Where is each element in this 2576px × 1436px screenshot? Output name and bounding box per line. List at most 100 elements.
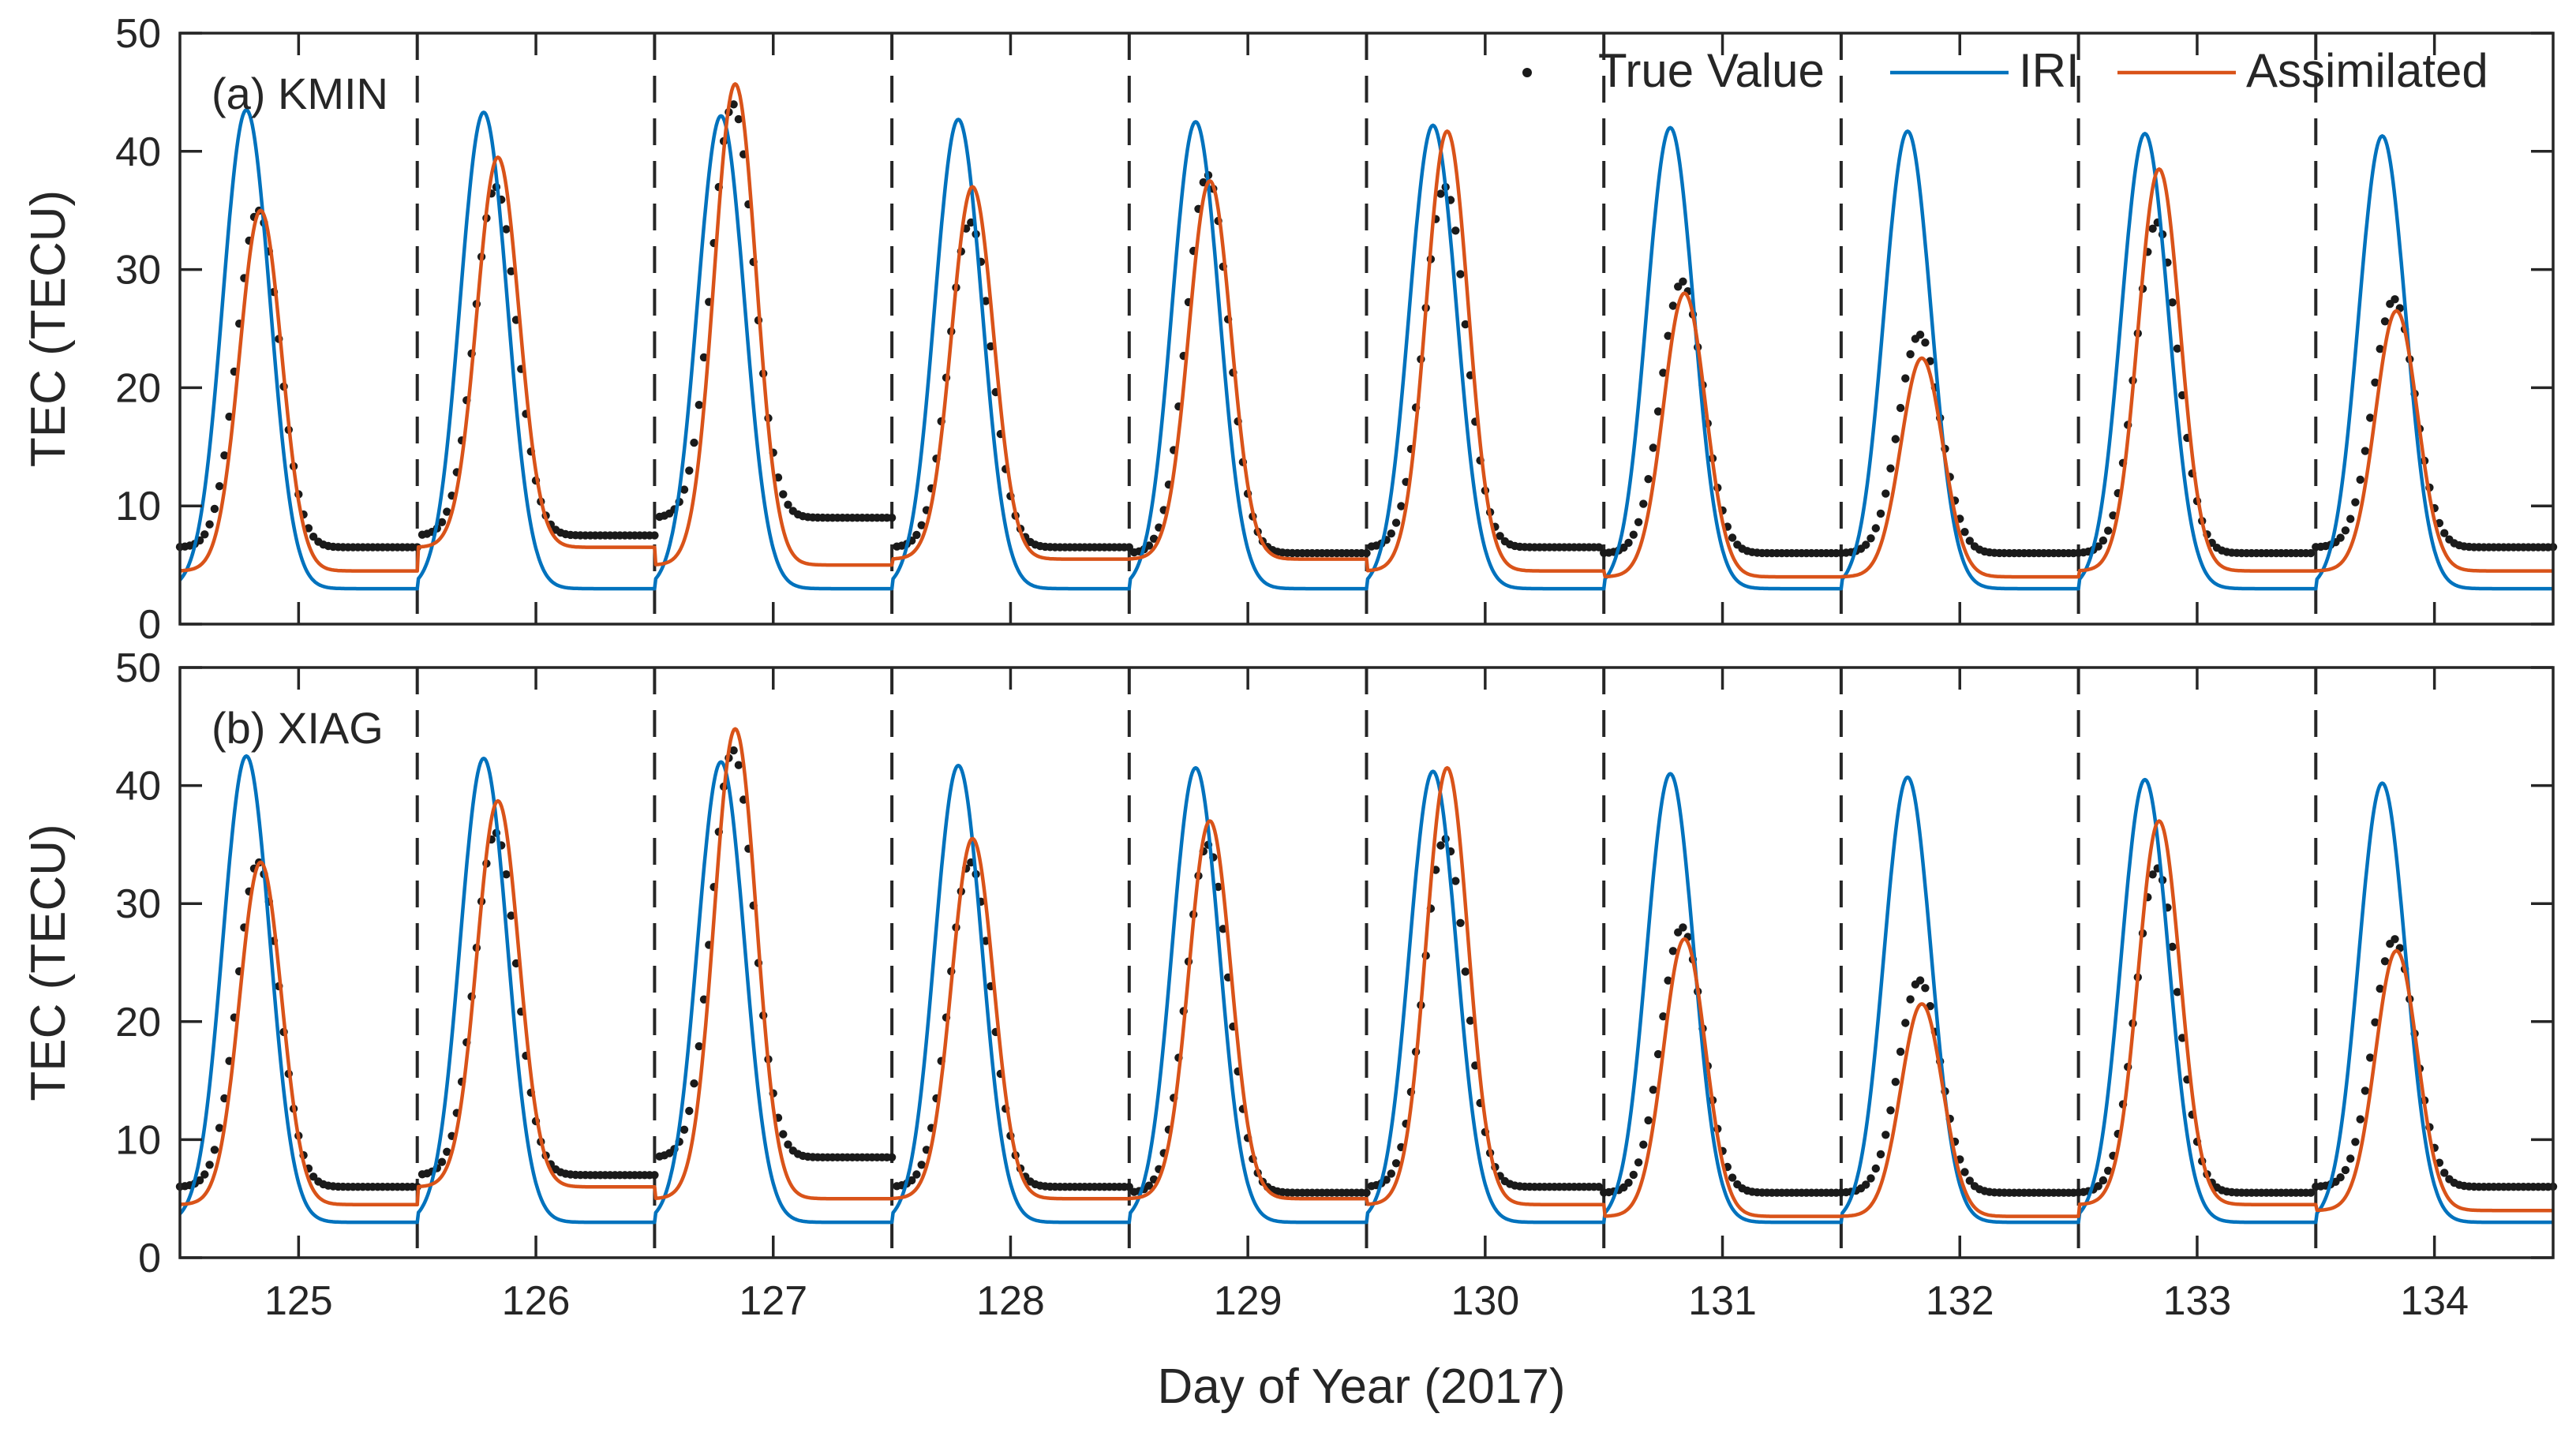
true-value-point bbox=[1144, 541, 1154, 550]
true-value-point bbox=[2440, 1169, 2449, 1177]
true-value-point bbox=[1634, 1158, 1643, 1167]
true-value-point bbox=[981, 297, 990, 305]
x-tick-label: 134 bbox=[2400, 1278, 2469, 1324]
true-value-point bbox=[917, 1161, 926, 1169]
axes-frame bbox=[178, 666, 2555, 1259]
true-value-point bbox=[1862, 1180, 1870, 1189]
true-value-point bbox=[887, 1153, 897, 1162]
true-value-point bbox=[695, 401, 703, 409]
true-value-point bbox=[779, 490, 788, 499]
panel-2: 0 10 20 30 40 50 125 126 127 128 129 130 131 132 133 13… bbox=[21, 645, 2558, 1324]
true-value-point bbox=[2361, 447, 2370, 455]
true-value-point bbox=[2099, 1176, 2108, 1185]
true-value-point bbox=[1886, 464, 1895, 473]
true-value-point bbox=[1679, 277, 1687, 286]
x-tick-label: 132 bbox=[1926, 1278, 1994, 1324]
true-value-point bbox=[695, 1041, 703, 1051]
y-tick-label: 20 bbox=[115, 1000, 161, 1045]
true-value-point bbox=[1866, 534, 1875, 543]
true-value-point bbox=[1891, 435, 1900, 443]
true-value-point bbox=[2440, 529, 2449, 537]
true-value-point bbox=[1653, 1049, 1663, 1059]
true-value-point bbox=[1886, 1106, 1895, 1115]
true-value-point bbox=[2168, 942, 2177, 952]
true-value-point bbox=[443, 1147, 451, 1157]
y-tick-label: 40 bbox=[115, 764, 161, 810]
true-value-point bbox=[1965, 1176, 1974, 1185]
true-value-point bbox=[1866, 1174, 1875, 1183]
true-value-point bbox=[1862, 540, 1870, 549]
true-value-point bbox=[1387, 529, 1396, 538]
panel-1: 0 10 20 30 40 50 TEC (TECU) (a) KMIN True Value I… bbox=[21, 11, 2558, 648]
true-value-point bbox=[2391, 935, 2399, 944]
true-value-point bbox=[1466, 1016, 1475, 1025]
true-value-point bbox=[1149, 534, 1159, 543]
true-value-point bbox=[2173, 988, 2182, 997]
x-tick-label: 129 bbox=[1214, 1278, 1282, 1324]
series-line-iri bbox=[178, 754, 2554, 1225]
true-value-point bbox=[2336, 1173, 2345, 1182]
true-value-point bbox=[1639, 1140, 1648, 1149]
x-tick-label: 125 bbox=[264, 1278, 333, 1324]
true-value-point bbox=[507, 911, 515, 920]
true-value-point bbox=[1362, 548, 1371, 558]
true-value-point bbox=[2148, 870, 2157, 879]
true-value-point bbox=[200, 530, 209, 539]
true-value-point bbox=[304, 524, 313, 533]
true-value-point bbox=[690, 1079, 698, 1088]
true-value-point bbox=[1461, 320, 1470, 329]
true-value-point bbox=[2371, 378, 2379, 387]
true-value-point bbox=[1664, 331, 1672, 340]
y-tick-label: 0 bbox=[138, 1236, 161, 1281]
axes-frame bbox=[178, 32, 2555, 626]
true-value-point bbox=[2341, 526, 2350, 535]
true-value-point bbox=[195, 1176, 204, 1185]
legend-label-iri: IRI bbox=[2019, 44, 2080, 97]
true-value-point bbox=[220, 451, 229, 460]
true-value-point bbox=[502, 225, 511, 234]
y-tick-label: 40 bbox=[115, 129, 161, 175]
true-value-point bbox=[215, 482, 224, 491]
true-value-point bbox=[1664, 976, 1672, 985]
true-value-point bbox=[1629, 1170, 1638, 1180]
true-value-point bbox=[734, 761, 743, 769]
true-value-point bbox=[2361, 1086, 2370, 1095]
true-value-point bbox=[1362, 1188, 1371, 1197]
true-value-point bbox=[779, 1130, 788, 1139]
true-value-point bbox=[2099, 536, 2108, 545]
true-value-point bbox=[1926, 1002, 1934, 1011]
true-value-point bbox=[2104, 1166, 2113, 1176]
panels: 0 10 20 30 40 50 TEC (TECU) (a) KMIN True Value I… bbox=[21, 11, 2558, 1324]
series-line-assim bbox=[179, 82, 2554, 579]
true-value-point bbox=[2376, 984, 2384, 993]
true-value-point bbox=[1728, 1173, 1737, 1182]
true-value-point bbox=[1456, 918, 1465, 928]
true-value-point bbox=[1125, 543, 1134, 552]
true-value-point bbox=[1456, 270, 1465, 279]
true-value-point bbox=[784, 500, 792, 509]
y-tick-label: 0 bbox=[138, 602, 161, 648]
true-value-point bbox=[1871, 1164, 1880, 1173]
true-value-point bbox=[309, 533, 318, 541]
y-tick-label: 10 bbox=[115, 1117, 161, 1163]
true-value-point bbox=[1649, 1086, 1657, 1094]
true-value-point bbox=[1594, 1183, 1604, 1191]
true-value-point bbox=[2366, 413, 2375, 422]
true-value-point bbox=[205, 1161, 214, 1169]
true-value-point bbox=[1901, 374, 1910, 383]
true-value-point bbox=[2109, 511, 2117, 520]
true-value-point bbox=[1391, 1159, 1401, 1168]
true-value-point bbox=[734, 114, 743, 124]
true-value-point bbox=[1649, 443, 1657, 452]
true-value-point bbox=[1634, 518, 1643, 526]
x-axis-title: Day of Year (2017) bbox=[1157, 1359, 1565, 1414]
true-value-point bbox=[1915, 976, 1925, 985]
true-value-point bbox=[1644, 475, 1653, 484]
true-value-point bbox=[1397, 502, 1406, 510]
true-value-point bbox=[1906, 995, 1915, 1004]
true-value-point bbox=[1144, 1181, 1154, 1190]
true-value-point bbox=[2341, 1165, 2350, 1175]
true-value-point bbox=[2104, 526, 2113, 535]
true-value-point bbox=[2356, 475, 2364, 484]
